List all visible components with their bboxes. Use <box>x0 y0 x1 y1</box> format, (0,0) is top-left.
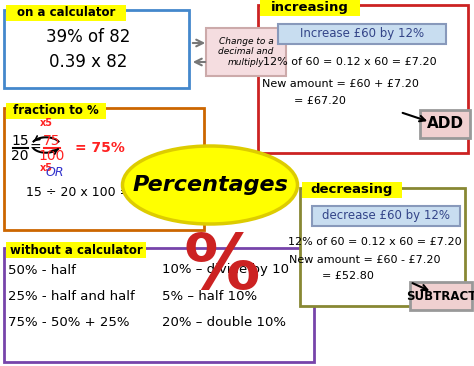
FancyBboxPatch shape <box>300 188 465 306</box>
Text: Change to a
decimal and
multiply: Change to a decimal and multiply <box>219 37 273 67</box>
Text: New amount = £60 - £7.20: New amount = £60 - £7.20 <box>289 255 441 265</box>
FancyBboxPatch shape <box>4 248 314 362</box>
Text: =: = <box>29 141 41 155</box>
Text: 0.39 x 82: 0.39 x 82 <box>49 53 127 71</box>
Text: 25% - half and half: 25% - half and half <box>8 290 135 303</box>
Text: decreasing: decreasing <box>311 183 393 197</box>
FancyBboxPatch shape <box>4 10 189 88</box>
Text: 50% - half: 50% - half <box>8 264 76 276</box>
Text: 20% – double 10%: 20% – double 10% <box>162 315 286 329</box>
FancyBboxPatch shape <box>278 24 446 44</box>
FancyBboxPatch shape <box>410 282 472 310</box>
FancyBboxPatch shape <box>420 110 470 138</box>
FancyBboxPatch shape <box>6 242 146 258</box>
Text: 15 ÷ 20 x 100 =: 15 ÷ 20 x 100 = <box>26 187 134 199</box>
Text: = 75%: = 75% <box>75 141 125 155</box>
FancyBboxPatch shape <box>6 103 106 119</box>
Text: Percentages: Percentages <box>132 175 288 195</box>
FancyBboxPatch shape <box>6 5 126 21</box>
Text: OR: OR <box>46 167 64 179</box>
Text: = £67.20: = £67.20 <box>294 96 346 106</box>
FancyBboxPatch shape <box>4 108 204 230</box>
Text: = £52.80: = £52.80 <box>322 271 374 281</box>
Text: 39% of 82: 39% of 82 <box>46 28 130 46</box>
Text: 12% of 60 = 0.12 x 60 = £7.20: 12% of 60 = 0.12 x 60 = £7.20 <box>263 57 437 67</box>
Text: without a calculator: without a calculator <box>9 243 142 257</box>
Text: decrease £60 by 12%: decrease £60 by 12% <box>322 209 450 223</box>
Text: ADD: ADD <box>427 116 464 131</box>
Text: %: % <box>184 231 260 305</box>
Text: 12% of 60 = 0.12 x 60 = £7.20: 12% of 60 = 0.12 x 60 = £7.20 <box>288 237 462 247</box>
Text: Increase £60 by 12%: Increase £60 by 12% <box>300 27 424 41</box>
Text: fraction to %: fraction to % <box>13 105 99 117</box>
Text: 5% – half 10%: 5% – half 10% <box>162 290 257 303</box>
Text: x5: x5 <box>39 118 53 128</box>
Text: 75%: 75% <box>160 187 190 199</box>
Text: x5: x5 <box>39 163 53 173</box>
FancyBboxPatch shape <box>312 206 460 226</box>
Text: on a calculator: on a calculator <box>17 7 115 19</box>
FancyBboxPatch shape <box>258 5 468 153</box>
Text: 20: 20 <box>11 149 29 163</box>
Ellipse shape <box>122 146 298 224</box>
FancyBboxPatch shape <box>302 182 402 198</box>
Text: SUBTRACT: SUBTRACT <box>406 290 474 303</box>
Text: 15: 15 <box>11 134 29 148</box>
FancyBboxPatch shape <box>260 0 360 16</box>
Text: 10% – divide by 10: 10% – divide by 10 <box>162 264 289 276</box>
Text: New amount = £60 + £7.20: New amount = £60 + £7.20 <box>262 79 419 89</box>
Text: 100: 100 <box>39 149 65 163</box>
Text: increasing: increasing <box>271 1 349 15</box>
Text: 75% - 50% + 25%: 75% - 50% + 25% <box>8 315 129 329</box>
Text: 75: 75 <box>43 134 61 148</box>
FancyBboxPatch shape <box>206 28 286 76</box>
